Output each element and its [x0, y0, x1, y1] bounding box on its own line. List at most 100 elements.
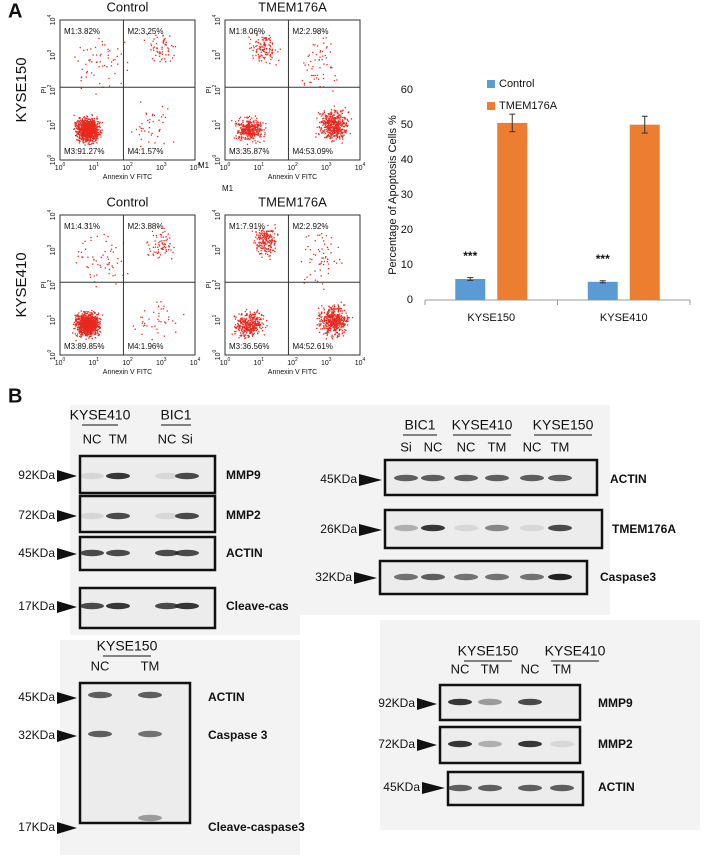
dot: [246, 321, 248, 324]
legend-label: Control: [499, 78, 534, 90]
error-bar: [599, 280, 606, 284]
dot: [337, 305, 340, 307]
bar: [587, 281, 618, 300]
dot: [327, 126, 329, 128]
dot: [339, 122, 341, 124]
dot: [154, 240, 156, 242]
dot: [158, 55, 161, 57]
x-tick-label: 100: [55, 357, 66, 367]
dot: [85, 135, 88, 138]
dot: [169, 35, 171, 37]
dot: [252, 57, 254, 59]
dot: [86, 327, 88, 329]
dot: [334, 333, 336, 335]
dot: [149, 118, 151, 121]
dot: [91, 118, 93, 120]
dot: [309, 261, 311, 264]
dot: [271, 52, 273, 54]
dot: [235, 316, 237, 318]
dot: [253, 317, 255, 319]
dot: [258, 229, 261, 231]
dot: [238, 320, 240, 322]
dot: [78, 132, 80, 134]
dot: [259, 47, 261, 49]
band: [138, 730, 162, 738]
dot: [244, 320, 247, 322]
dot: [336, 124, 338, 126]
dot: [160, 247, 162, 250]
dot: [332, 313, 334, 315]
dot: [85, 333, 87, 335]
dot: [235, 327, 238, 329]
dot: [84, 141, 86, 143]
band: [485, 573, 509, 581]
dot: [107, 54, 109, 56]
dot: [162, 121, 164, 124]
dot: [94, 317, 97, 319]
dot: [240, 131, 242, 133]
dot: [245, 136, 247, 139]
dot: [346, 118, 348, 120]
dot: [323, 288, 325, 290]
dot: [140, 101, 142, 103]
dot: [159, 128, 161, 131]
dot: [260, 244, 262, 247]
dot: [249, 43, 251, 45]
dot: [260, 124, 262, 126]
dot: [88, 126, 90, 129]
dot: [83, 132, 85, 134]
dot: [92, 127, 94, 129]
dot: [256, 131, 258, 133]
dot: [166, 238, 169, 240]
x-tick-label: 101: [88, 162, 99, 172]
dot: [334, 319, 336, 321]
dot: [336, 133, 338, 136]
dot: [110, 65, 113, 67]
dot: [240, 335, 242, 337]
dot: [262, 46, 264, 48]
dot: [323, 110, 325, 112]
dot: [79, 119, 81, 121]
dot: [338, 118, 340, 120]
dot: [303, 84, 305, 86]
dot: [98, 37, 100, 40]
dot: [329, 137, 332, 139]
dot: [96, 127, 98, 129]
dot: [258, 242, 260, 244]
dot: [301, 79, 304, 82]
dot: [92, 54, 94, 56]
band: [550, 740, 574, 748]
dot: [263, 230, 265, 233]
dot: [238, 325, 240, 327]
dot: [91, 333, 93, 335]
dot: [89, 319, 92, 322]
dot: [127, 273, 129, 275]
dot: [339, 114, 341, 116]
dot: [161, 48, 163, 50]
quadrant-label: M3:36.56%: [229, 342, 269, 351]
dot: [261, 233, 263, 235]
dot: [241, 322, 243, 324]
dot: [250, 128, 252, 131]
kda-label: 72KDa: [378, 737, 415, 751]
dot: [266, 54, 268, 56]
lane-label: NC: [424, 439, 443, 454]
dot: [101, 44, 104, 46]
dot: [90, 328, 92, 330]
dot: [332, 140, 334, 142]
dot: [336, 122, 338, 124]
dot: [327, 317, 329, 319]
dot: [334, 305, 336, 308]
dot: [253, 127, 255, 129]
dot: [341, 128, 344, 130]
dot: [92, 136, 94, 138]
dot: [76, 132, 78, 134]
dot: [74, 122, 76, 124]
protein-label: ACTIN: [598, 780, 635, 794]
dot: [239, 139, 241, 141]
dot: [244, 337, 246, 340]
dot: [93, 317, 95, 319]
dot: [94, 46, 97, 49]
dot: [97, 326, 99, 328]
dot: [76, 329, 79, 331]
